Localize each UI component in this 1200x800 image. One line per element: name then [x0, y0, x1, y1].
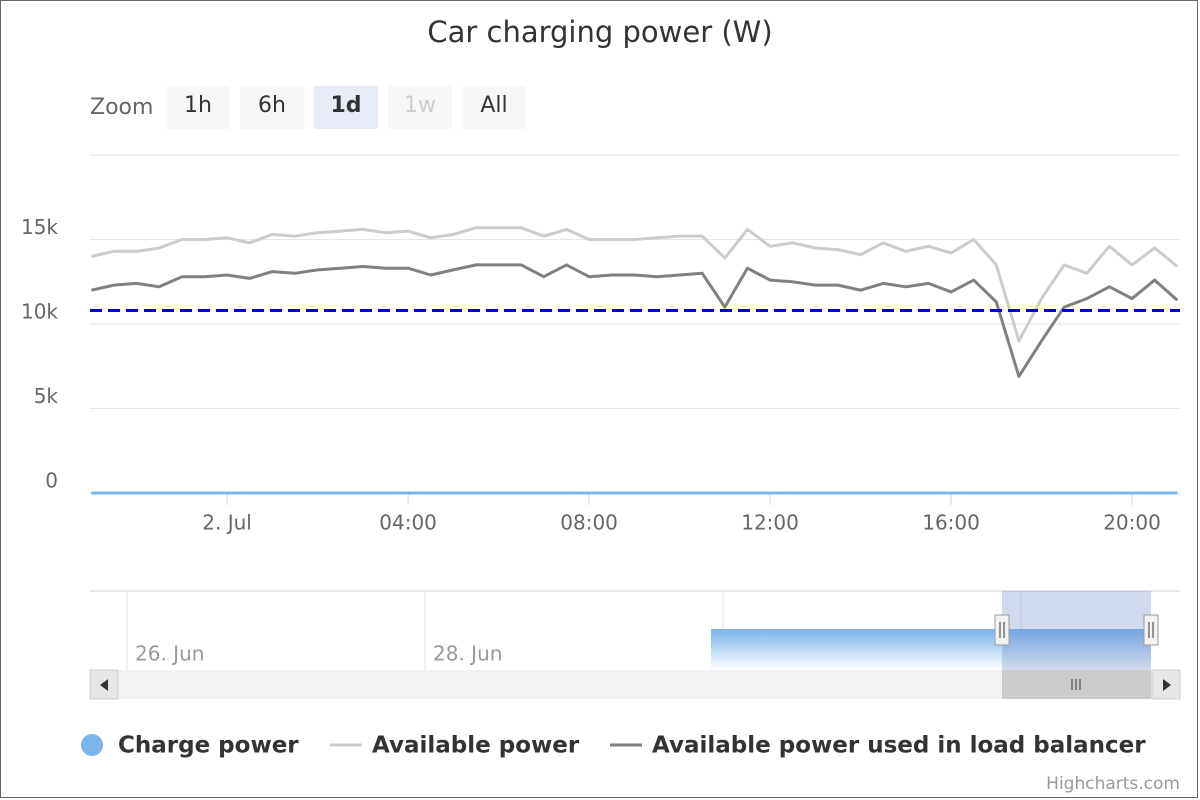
y-tick-label: 0 — [45, 469, 58, 493]
handle-grip — [999, 622, 1005, 638]
navigator-label: 26. Jun — [135, 642, 204, 666]
scrollbar-track[interactable] — [90, 670, 1180, 699]
zoom-button-label: 1w — [404, 93, 436, 118]
y-tick-label: 10k — [21, 300, 58, 324]
legend-label: Available power — [372, 733, 580, 759]
navigator-handle[interactable] — [1143, 614, 1159, 646]
navigator-mask — [1002, 591, 1151, 670]
navigator-label: 28. Jun — [433, 642, 502, 666]
thumb-grip — [1071, 679, 1081, 690]
zoom-button[interactable]: 6h — [240, 86, 304, 129]
chart-title: Car charging power (W) — [427, 15, 772, 49]
legend-label: Charge power — [118, 733, 299, 759]
x-tick-label: 12:00 — [741, 511, 799, 535]
legend-item[interactable]: Charge power — [81, 733, 299, 759]
zoom-button[interactable]: 1d — [314, 86, 378, 129]
arrow-left — [100, 679, 108, 691]
y-tick-label: 5k — [34, 384, 59, 408]
zoom-button: 1w — [388, 86, 452, 129]
x-tick-label: 2. Jul — [202, 511, 252, 535]
x-tick-label: 16:00 — [922, 511, 980, 535]
zoom-button-bg — [388, 86, 452, 129]
y-tick-label: 15k — [21, 215, 58, 239]
credits[interactable]: Highcharts.com — [1046, 774, 1180, 794]
zoom-button-bg — [240, 86, 304, 129]
zoom-button-bg — [462, 86, 526, 129]
legend-symbol — [81, 734, 103, 756]
zoom-button[interactable]: All — [462, 86, 526, 129]
zoom-button-label: 1d — [330, 93, 361, 118]
zoom-button-label: All — [480, 93, 507, 118]
arrow-right — [1163, 679, 1171, 691]
navigator-handle[interactable] — [994, 614, 1010, 646]
series-line — [91, 226, 1179, 343]
x-tick-label: 20:00 — [1103, 511, 1161, 535]
x-tick-label: 04:00 — [379, 511, 437, 535]
legend-label: Available power used in load balancer — [652, 733, 1146, 759]
navigator-series — [711, 630, 1151, 670]
handle-grip — [1148, 622, 1154, 638]
zoom-button[interactable]: 1h — [166, 86, 230, 129]
zoom-label: Zoom — [90, 95, 153, 120]
series-line — [91, 263, 1179, 378]
x-tick-label: 08:00 — [560, 511, 618, 535]
zoom-button-label: 6h — [258, 93, 286, 118]
zoom-button-label: 1h — [184, 93, 212, 118]
zoom-button-bg — [166, 86, 230, 129]
legend-item[interactable]: Available power — [330, 733, 580, 759]
zoom-button-bg — [314, 86, 378, 129]
legend-item[interactable]: Available power used in load balancer — [610, 733, 1146, 759]
